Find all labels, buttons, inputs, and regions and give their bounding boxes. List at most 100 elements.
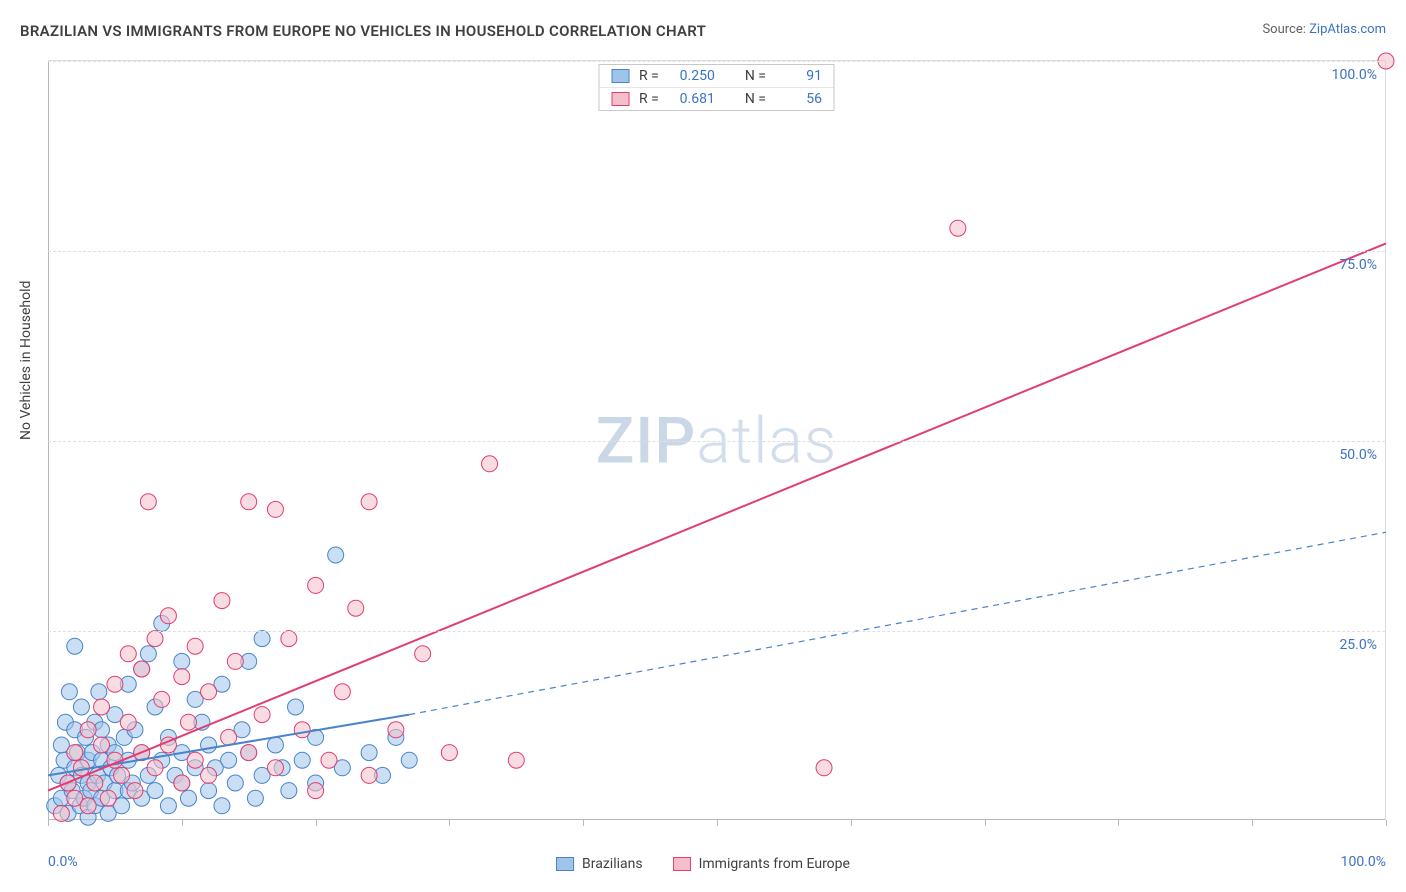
- gridline: [48, 631, 1385, 632]
- data-point: [94, 737, 110, 753]
- data-point: [441, 745, 457, 761]
- stats-legend: R = 0.250 N = 91 R = 0.681 N = 56: [598, 64, 835, 111]
- data-point: [267, 760, 283, 776]
- chart-title: BRAZILIAN VS IMMIGRANTS FROM EUROPE NO V…: [20, 22, 706, 40]
- r-label: R =: [639, 91, 659, 107]
- data-point: [53, 805, 69, 821]
- data-point: [201, 737, 217, 753]
- legend-item: Brazilians: [556, 856, 643, 872]
- data-point: [950, 220, 966, 236]
- x-tick: [851, 820, 852, 826]
- data-point: [174, 653, 190, 669]
- data-point: [107, 676, 123, 692]
- data-point: [147, 631, 163, 647]
- data-point: [140, 646, 156, 662]
- data-point: [361, 494, 377, 510]
- data-point: [154, 691, 170, 707]
- data-point: [294, 722, 310, 738]
- data-point: [201, 783, 217, 799]
- source-link[interactable]: ZipAtlas.com: [1309, 22, 1386, 37]
- x-tick: [717, 820, 718, 826]
- data-point: [267, 737, 283, 753]
- x-tick: [583, 820, 584, 826]
- gridline: [48, 61, 1385, 62]
- data-point: [221, 752, 237, 768]
- data-point: [415, 646, 431, 662]
- data-point: [120, 646, 136, 662]
- x-tick: [1252, 820, 1253, 826]
- data-point: [221, 729, 237, 745]
- data-point: [281, 631, 297, 647]
- data-point: [61, 684, 77, 700]
- data-point: [361, 745, 377, 761]
- y-axis-label: No Vehicles in Household: [18, 281, 34, 440]
- data-point: [160, 608, 176, 624]
- data-point: [508, 752, 524, 768]
- data-point: [321, 752, 337, 768]
- series-legend: Brazilians Immigrants from Europe: [556, 856, 850, 872]
- data-point: [227, 775, 243, 791]
- regression-line: [48, 243, 1386, 790]
- data-point: [187, 638, 203, 654]
- n-label: N =: [745, 68, 766, 84]
- data-point: [816, 760, 832, 776]
- data-point: [80, 798, 96, 814]
- data-point: [174, 669, 190, 685]
- n-value: 91: [776, 68, 822, 84]
- r-value: 0.250: [669, 68, 715, 84]
- x-tick: [985, 820, 986, 826]
- data-point: [214, 798, 230, 814]
- data-point: [174, 775, 190, 791]
- data-point: [267, 501, 283, 517]
- n-value: 56: [776, 91, 822, 107]
- data-point: [361, 767, 377, 783]
- data-point: [401, 752, 417, 768]
- data-point: [328, 547, 344, 563]
- data-point: [147, 783, 163, 799]
- y-tick-label: 75.0%: [1339, 257, 1377, 273]
- data-point: [348, 600, 364, 616]
- r-label: R =: [639, 68, 659, 84]
- legend-swatch: [556, 857, 574, 871]
- data-point: [281, 783, 297, 799]
- legend-label: Brazilians: [582, 856, 643, 872]
- data-point: [254, 707, 270, 723]
- regression-line-extension: [409, 532, 1386, 714]
- gridline: [48, 441, 1385, 442]
- data-point: [334, 684, 350, 700]
- y-tick-label: 50.0%: [1339, 447, 1377, 463]
- data-point: [80, 722, 96, 738]
- data-point: [147, 760, 163, 776]
- data-point: [94, 699, 110, 715]
- data-point: [388, 722, 404, 738]
- data-point: [73, 760, 89, 776]
- x-tick: [1386, 820, 1387, 826]
- x-tick: [1118, 820, 1119, 826]
- n-label: N =: [745, 91, 766, 107]
- data-point: [227, 653, 243, 669]
- data-point: [134, 661, 150, 677]
- x-tick: [182, 820, 183, 826]
- legend-swatch: [611, 92, 629, 106]
- data-point: [67, 745, 83, 761]
- data-point: [120, 714, 136, 730]
- r-value: 0.681: [669, 91, 715, 107]
- legend-swatch: [673, 857, 691, 871]
- gridline: [48, 251, 1385, 252]
- legend-item: Immigrants from Europe: [673, 856, 850, 872]
- legend-label: Immigrants from Europe: [699, 856, 850, 872]
- stats-legend-row: R = 0.250 N = 91: [599, 65, 834, 87]
- source-label: Source:: [1262, 22, 1305, 37]
- data-point: [288, 699, 304, 715]
- data-point: [201, 684, 217, 700]
- data-point: [67, 638, 83, 654]
- x-tick: [449, 820, 450, 826]
- data-point: [241, 494, 257, 510]
- data-point: [254, 631, 270, 647]
- plot-area: ZIPatlas R =0.250N =91R =0.681N =56 25.0…: [48, 60, 1386, 820]
- legend-swatch: [611, 69, 629, 83]
- y-tick-label: 25.0%: [1339, 637, 1377, 653]
- data-point: [247, 790, 263, 806]
- source-attribution: Source: ZipAtlas.com: [1262, 22, 1386, 37]
- x-max-label: 100.0%: [1341, 854, 1386, 870]
